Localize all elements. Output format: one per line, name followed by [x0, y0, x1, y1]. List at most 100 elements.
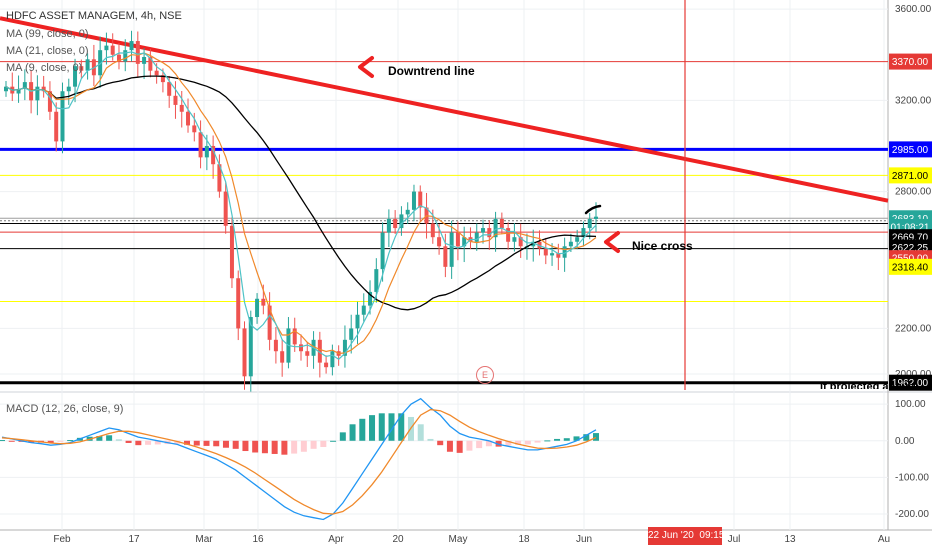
macd-hist-bar [515, 440, 522, 445]
macd-hist-bar [573, 436, 580, 441]
annotation-downtrend: Downtrend line [388, 64, 475, 78]
candle-body [355, 314, 360, 329]
macd-hist-bar [505, 440, 512, 446]
candle-body [173, 95, 178, 105]
axes: Feb 17 Mar 16 Apr 20 May 18 Jun Jul 13 Au 3600.00 320… [53, 4, 931, 545]
macd-hist-bar [0, 440, 5, 442]
candle-body [60, 91, 65, 142]
x-tick-label: 17 [128, 534, 140, 545]
macd-hist-bar [456, 440, 463, 453]
candle-body [330, 351, 335, 368]
macd-hist-bar [115, 439, 122, 441]
macd-hist-bar [534, 440, 541, 443]
macd-hist-bar [388, 413, 395, 441]
candle-body [217, 164, 222, 192]
macd-hist-bar [47, 440, 54, 443]
candle-body [443, 246, 448, 267]
candle-body [292, 328, 297, 345]
x-tick-label: Au [878, 534, 890, 545]
candle-body [236, 278, 241, 329]
candle-body [430, 223, 435, 238]
macd-hist-bar [261, 440, 268, 454]
candle-body [368, 291, 373, 306]
candle-body [550, 253, 555, 256]
candle-body [493, 218, 498, 238]
macd-tick-label: 100.00 [895, 399, 926, 410]
candle-body [324, 362, 329, 368]
downtrend-arrow [358, 56, 374, 78]
candle-body [562, 246, 567, 258]
candle-body [248, 317, 253, 377]
candle-body [455, 232, 460, 247]
candle-body [594, 216, 598, 219]
candle-body [66, 86, 71, 92]
x-tick-label: 20 [392, 534, 404, 545]
macd-hist-bar [398, 413, 405, 441]
candle-body [154, 70, 159, 76]
candle-body [192, 125, 197, 133]
candle-body [418, 191, 423, 208]
annotation-nice-cross: Nice cross [632, 239, 693, 253]
candle-body [280, 351, 285, 363]
price-tick-label: 2000.00 [895, 369, 932, 380]
macd-hist-bar [583, 434, 590, 441]
candle-body [342, 339, 347, 356]
candle-body [198, 132, 203, 158]
annotation-projected: If projected above [820, 381, 915, 389]
macd-hist-bar [320, 440, 327, 447]
macd-hist-bar [359, 418, 366, 441]
macd-hist-bar [125, 440, 132, 443]
candle-body [462, 237, 467, 247]
candle-body [110, 45, 115, 55]
ma-99-line [5, 75, 597, 311]
price-tag-bg [889, 374, 932, 391]
date-marker-label: 22 Jun '20 09:15 [648, 527, 724, 545]
downtrend-line-group [0, 16, 889, 203]
candle-body [481, 228, 486, 233]
candle-body [499, 218, 504, 229]
legend-ma-21[interactable]: MA (21, close, 0) [6, 45, 89, 57]
legend-ma-9[interactable]: MA (9, close, 0) [6, 62, 83, 74]
macd-hist-bar [369, 415, 376, 441]
candle-body [449, 232, 454, 267]
candle-body [35, 86, 40, 101]
candle-body [568, 241, 573, 247]
macd-hist-bar [184, 440, 191, 445]
candle-body [380, 232, 385, 270]
macd-hist-bar [67, 440, 74, 442]
candle-body [204, 145, 209, 158]
macd-tick-label: -200.00 [895, 509, 929, 520]
macd-hist-bar [145, 440, 152, 445]
ma-9-line [5, 51, 597, 360]
cross-marker-stroke [584, 204, 602, 215]
macd-tick-label: -100.00 [895, 472, 929, 483]
candle-body [518, 237, 523, 247]
nice-cross-arrow [604, 231, 620, 253]
macd-hist-bar [466, 440, 473, 451]
x-tick-label: Apr [328, 534, 344, 545]
downtrend-line [0, 16, 889, 203]
candle-body [229, 225, 234, 279]
legend-macd[interactable]: MACD (12, 26, close, 9) [6, 403, 124, 415]
candle-body [148, 57, 153, 71]
macd-hist-bar [495, 440, 502, 447]
candle-body [411, 191, 416, 210]
price-tag-label: 2985.00 [892, 145, 929, 156]
macd-hist-bar [563, 438, 570, 441]
earnings-event-marker[interactable]: E [476, 366, 494, 384]
candle-body [73, 66, 78, 87]
price-tick-label: 2200.00 [895, 323, 932, 334]
macd-signal-line [1, 408, 597, 515]
macd-hist-bar [300, 440, 307, 452]
candle-body [299, 344, 303, 352]
macd-hist-bar [252, 440, 259, 453]
candle-body [437, 237, 442, 247]
chart-title: HDFC ASSET MANAGEM, 4h, NSE [6, 10, 182, 22]
macd-hist-bar [524, 440, 531, 445]
x-tick-label: 16 [252, 534, 264, 545]
x-tick-label: 13 [784, 534, 796, 545]
legend-ma-99[interactable]: MA (99, close, 0) [6, 28, 89, 40]
